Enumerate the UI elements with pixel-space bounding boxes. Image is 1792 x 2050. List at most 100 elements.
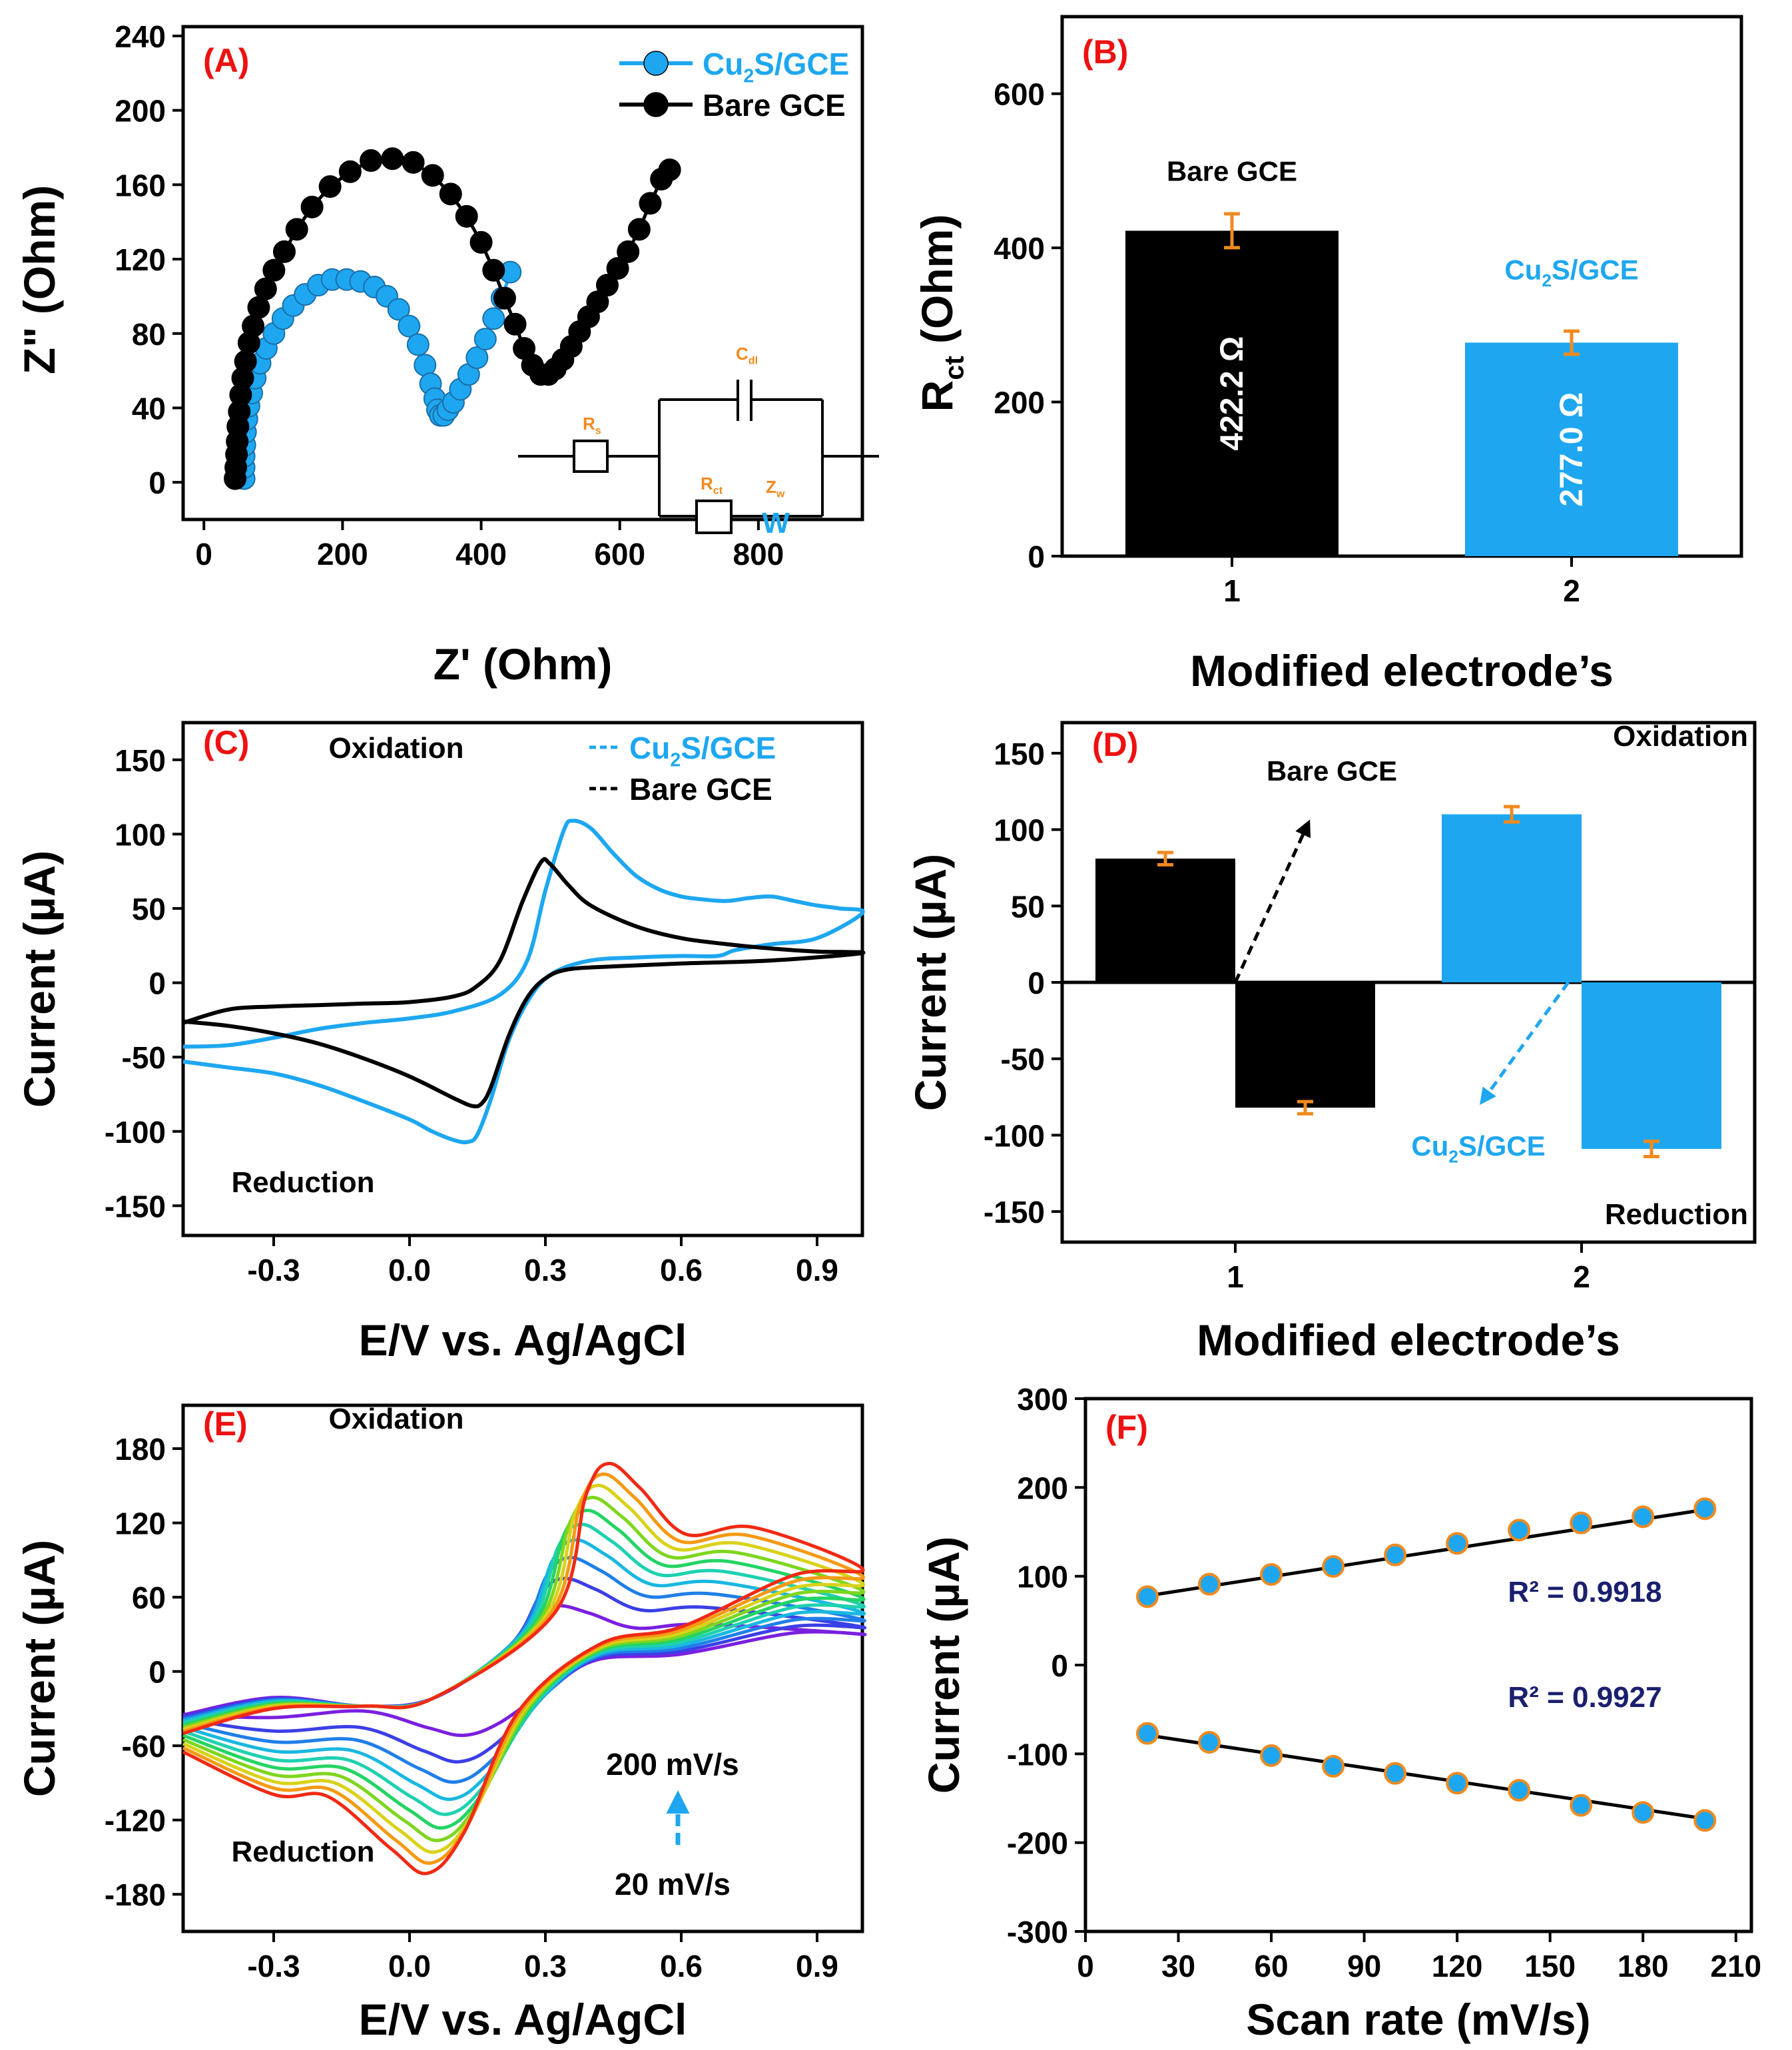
panel-a-data-point [469,230,493,254]
panel-c-x-axis-title: E/V vs. Ag/AgCl [359,1315,687,1365]
panel-c-legend-label: Cu2S/GCE [629,731,776,771]
panel-a-data-point [360,149,383,172]
panel-f-data-point [1136,1722,1159,1745]
panel-d-x-tick: 1 [1227,1259,1244,1294]
panel-a-label: (A) [203,42,249,79]
panel-c-reduction-label: Reduction [231,1166,374,1199]
panel-d-y-tick: 50 [1011,889,1045,924]
panel-f-x-tick: 210 [1710,1949,1761,1983]
circuit-warburg-element: W [762,507,790,539]
panel-e-frame [181,1403,864,1933]
panel-a-data-point [439,182,462,206]
panel-b-y-tick: 400 [994,231,1045,266]
panel-f-y-tick: 0 [1051,1648,1068,1683]
panel-e-y-axis-title: Current (µA) [15,1540,64,1797]
panel-f-data-point [1446,1772,1469,1795]
panel-a-data-point [473,328,497,351]
panel-d-y-tick: 100 [994,813,1045,848]
panel-f-x-tick: 180 [1618,1949,1669,1983]
panel-c-x-tick: 0.0 [388,1253,431,1287]
panel-b-bar-title: Bare GCE [1167,155,1297,186]
panel-f-y-tick: 200 [1017,1471,1068,1505]
panel-f-data-point [1693,1497,1717,1521]
panel-c-cv-curve [182,857,866,1109]
panel-a-data-point [421,164,444,187]
panel-d-bare-gce-label: Bare GCE [1267,755,1397,787]
panel-d-y-tick: -150 [984,1195,1045,1229]
panel-a-data-point [234,350,257,373]
panel-c-y-tick: 50 [132,892,166,926]
panel-a-data-point [262,258,286,282]
panel-b-bar-title: Cu2S/GCE [1504,254,1638,290]
panel-f-data-point [1632,1505,1655,1529]
panel-a-x-tick: 400 [455,537,507,571]
panel-e-y-tick: -180 [105,1878,166,1912]
panel-a-data-point [617,240,640,263]
panel-f-y-tick: 300 [1017,1382,1068,1417]
panel-a-y-tick: 120 [115,242,166,277]
panel-a-y-tick: 160 [115,168,166,202]
panel-e-y-tick: 180 [115,1432,166,1467]
panel-b-y-tick: 0 [1028,539,1045,574]
panel-a-legend-marker [643,51,669,76]
panel-b-frame [1060,15,1743,558]
panel-f-data-point [1322,1555,1345,1578]
panel-c-y-tick: 100 [115,817,166,852]
panel-a-data-point [406,333,430,356]
panel-a-data-point [482,258,505,282]
panel-b-y-axis-title: Rct (Ohm) [912,214,970,412]
panel-e-x-tick: 0.6 [660,1949,703,1983]
panel-e-y-tick: 0 [149,1655,166,1690]
panel-a-y-tick: 240 [115,19,166,54]
panel-a-data-point [503,312,527,336]
panel-a-y-tick: 0 [149,466,166,500]
panel-f-data-point [1446,1532,1469,1555]
panel-d-label: (D) [1092,726,1138,763]
panel-d-bare-arrow [1233,819,1311,984]
panel-e-x-tick: 0.9 [796,1949,838,1983]
panel-a-data-point [398,314,421,338]
panel-e-y-tick: 60 [132,1580,166,1615]
panel-d-reduction-label: Reduction [1605,1198,1748,1231]
panel-c-x-tick: 0.3 [524,1253,567,1287]
panel-c-x-tick: 0.9 [796,1253,838,1287]
panel-a-data-point [627,218,651,241]
panel-c-cv-curve [182,819,865,1145]
panel-a-frame [181,25,864,521]
panel-f-data-point [1136,1585,1159,1608]
panel-f-frame [1083,1397,1753,1933]
circuit-cdl-label: Cdl [736,344,758,367]
panel-d-oxidation-label: Oxidation [1613,720,1748,753]
panel-d-y-tick: -100 [984,1118,1045,1153]
panel-a-x-axis-title: Z' (Ohm) [434,639,613,689]
panel-c-y-tick: -100 [105,1115,166,1150]
panel-f-x-tick: 90 [1347,1949,1381,1983]
panel-c-legend-label: Bare GCE [629,772,772,807]
panel-f-fit-line [1145,1733,1707,1821]
panel-a-data-point [381,147,404,171]
panel-f-data-point [1384,1543,1407,1566]
panel-f-data-point [1260,1563,1283,1586]
panel-a-legend-label: Bare GCE [703,88,846,123]
panel-a-legend-marker [643,92,669,117]
panel-b-bar-value-label: 422.2 Ω [1215,336,1250,451]
panel-c-y-tick: -50 [122,1040,166,1075]
panel-a-data-point [455,204,478,228]
panel-f-x-tick: 30 [1161,1949,1195,1983]
panel-c-frame [181,721,864,1237]
circuit-rs-resistor [573,440,609,473]
circuit-rs-label: Rs [583,414,601,437]
panel-b-x-tick: 2 [1563,573,1580,608]
panel-a-x-tick: 200 [317,537,368,571]
panel-f-data-point [1570,1511,1593,1535]
panel-c-x-tick: -0.3 [247,1253,300,1287]
panel-c-y-tick: 150 [115,743,166,778]
panel-f-x-tick: 0 [1077,1949,1094,1983]
panel-e-y-tick: -60 [122,1729,166,1764]
panel-f-y-tick: -200 [1007,1826,1068,1861]
panel-a-data-point [493,286,516,310]
panel-e-cv-curve [182,1472,865,1866]
panel-b-x-axis-title: Modified electrode’s [1190,646,1614,695]
panel-f-fit-line [1145,1508,1707,1598]
panel-b-y-tick: 600 [994,77,1045,112]
